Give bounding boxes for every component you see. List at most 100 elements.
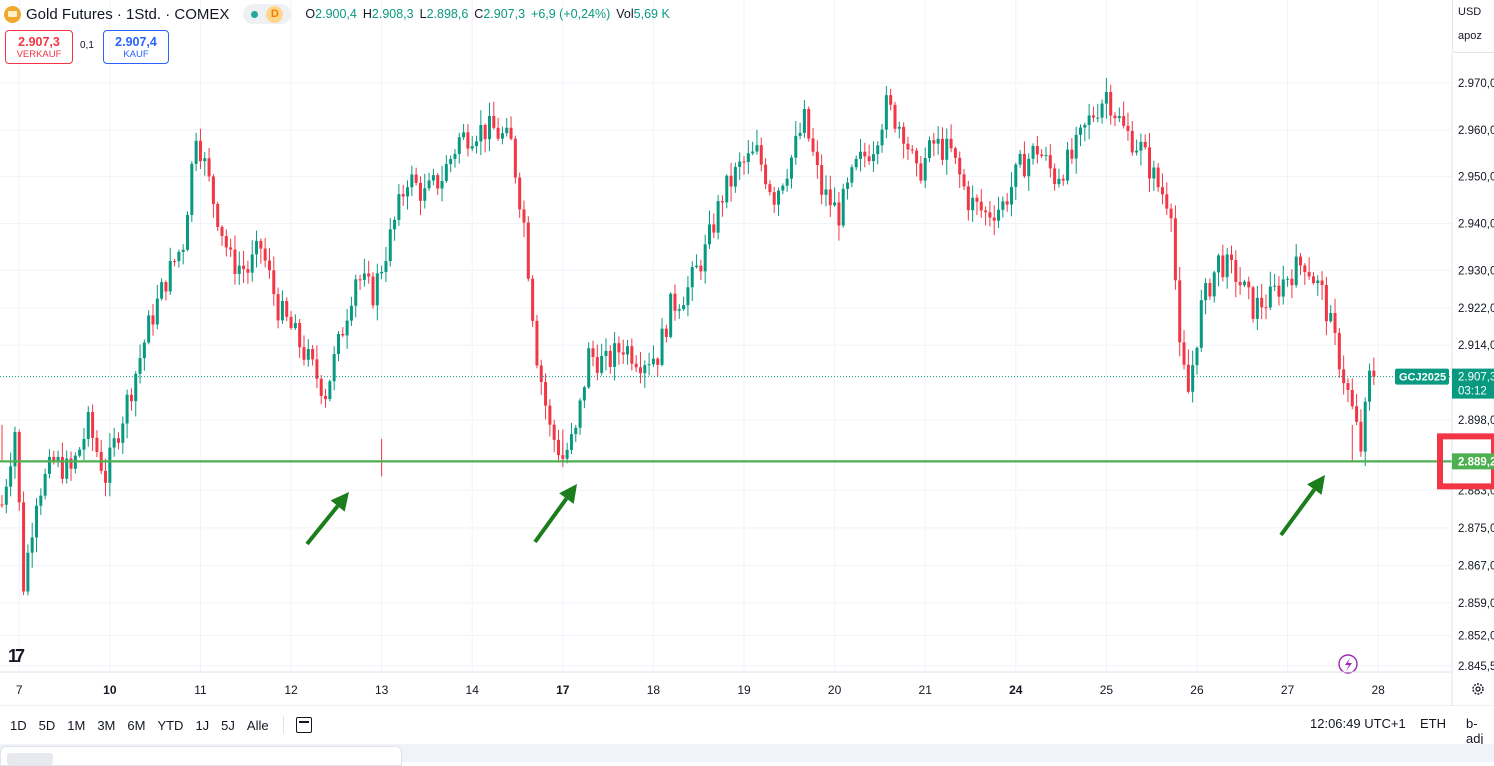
candle-body [729, 175, 733, 187]
candle-body [574, 427, 578, 435]
candle-body [522, 209, 526, 223]
candle-body [95, 437, 99, 452]
candle-body [828, 189, 832, 206]
price-axis[interactable]: 2.970,0 2.960,0 2.950,0 2.940,0 2.930,0 2.922… [1395, 52, 1494, 706]
candle-body [1027, 158, 1031, 177]
candle-body [1359, 421, 1363, 452]
candle-body [867, 156, 871, 162]
candle-body [39, 495, 43, 506]
market-open-dot-icon [251, 10, 259, 18]
candle-body [371, 276, 375, 306]
range-button-1d[interactable]: 1D [10, 717, 27, 733]
candle-body [43, 473, 47, 496]
timezone-clock[interactable]: 12:06:49 UTC+1 [1310, 716, 1406, 731]
candle-body [1053, 168, 1057, 185]
ohlc-value: 5,69 K [633, 7, 670, 21]
price-axis-label: 2.940,0 [1458, 218, 1494, 230]
candle-body [384, 261, 388, 272]
tradingview-logo[interactable]: 17 [8, 646, 25, 666]
candle-body [367, 273, 371, 277]
candle-body [591, 348, 595, 358]
range-button-ytd[interactable]: YTD [157, 717, 184, 733]
sell-price: 2.907,3 [18, 34, 60, 49]
candle-body [725, 175, 729, 203]
candle-body [414, 174, 418, 183]
candle-body [1083, 124, 1087, 128]
symbol-title[interactable]: Gold Futures · 1Std. · COMEX [26, 5, 230, 23]
range-button-1j[interactable]: 1J [195, 717, 210, 733]
candle-body [1087, 115, 1091, 125]
time-axis[interactable]: 7 10 11 12 13 14 17 18 19 20 21 24 25 26 27 28 [0, 671, 1494, 706]
candle-body [884, 95, 888, 130]
candle-body [203, 158, 207, 162]
bottom-panel-tab[interactable] [0, 746, 402, 766]
range-button-5d[interactable]: 5D [38, 717, 56, 733]
candle-body [388, 229, 392, 262]
candle-body [216, 204, 220, 228]
range-button-1m[interactable]: 1M [67, 717, 86, 733]
candle-body [1066, 149, 1070, 181]
candle-body [121, 423, 125, 443]
candle-body [246, 269, 250, 273]
candle-body [345, 320, 349, 336]
candle-body [190, 163, 194, 215]
candle-body [906, 143, 910, 150]
candle-body [785, 178, 789, 186]
time-axis-label: 20 [828, 683, 842, 697]
range-button-3m[interactable]: 3M [97, 717, 116, 733]
candle-body [1048, 155, 1052, 169]
delayed-data-badge[interactable]: D [266, 5, 284, 23]
session-toggle[interactable]: ETH [1420, 716, 1446, 731]
candle-body [509, 127, 513, 139]
candle-body [1294, 256, 1298, 286]
market-status-pill[interactable]: D [243, 4, 292, 24]
calendar-go-to-date-icon[interactable] [295, 717, 312, 733]
ohlc-key: O [305, 7, 316, 21]
candle-body [833, 202, 837, 206]
candle-body [1225, 254, 1229, 278]
price-axis-label: 2.914,0 [1458, 340, 1494, 352]
price-chart[interactable]: 2.970,0 2.960,0 2.950,0 2.940,0 2.930,0 2.922… [0, 0, 1494, 706]
range-button-6m[interactable]: 6M [127, 717, 146, 733]
candle-body [738, 161, 742, 167]
candle-body [1104, 91, 1108, 104]
candle-body [1286, 278, 1290, 280]
annotation-arrow-head [330, 492, 349, 512]
candle-body [923, 158, 927, 181]
candle-body [1281, 279, 1285, 297]
candle-body [155, 298, 159, 325]
candle-body [26, 552, 30, 592]
candle-body [332, 354, 336, 382]
sell-button[interactable]: 2.907,3 VERKAUF [5, 30, 73, 64]
candle-body [1316, 280, 1320, 284]
candle-body [802, 108, 806, 133]
back-adjust-toggle[interactable]: b-adj [1466, 716, 1484, 746]
buy-button[interactable]: 2.907,4 KAUF [103, 30, 169, 64]
candle-body [695, 265, 699, 268]
candle-body [250, 254, 254, 273]
candle-body [578, 400, 582, 428]
candle-body [820, 165, 824, 195]
settings-gear-icon[interactable] [1471, 682, 1485, 696]
currency-label: USD [1458, 6, 1482, 18]
candle-body [781, 185, 785, 191]
candle-body [1178, 280, 1182, 343]
candle-body [742, 161, 746, 163]
range-button-5j[interactable]: 5J [221, 717, 235, 733]
candle-body [1031, 146, 1035, 159]
candle-body [1169, 208, 1173, 219]
symbol-legend[interactable]: Gold Futures · 1Std. · COMEX D O2.900,4 H… [4, 3, 676, 25]
date-range-list: 1D 5D 1M 3M 6M YTD 1J 5J Alle [0, 718, 271, 733]
range-button-alle[interactable]: Alle [246, 717, 269, 733]
candle-body [531, 278, 535, 321]
currency-selector[interactable]: USD apoz [1452, 0, 1494, 53]
candle-body [807, 108, 811, 139]
candle-body [198, 140, 202, 162]
candle-body [186, 214, 190, 250]
candle-body [22, 502, 26, 592]
candle-body [1221, 255, 1225, 278]
price-axis-label: 2.845,5 [1458, 661, 1494, 673]
candle-body [30, 537, 34, 553]
candle-body [52, 456, 56, 461]
candle-body [660, 328, 664, 365]
